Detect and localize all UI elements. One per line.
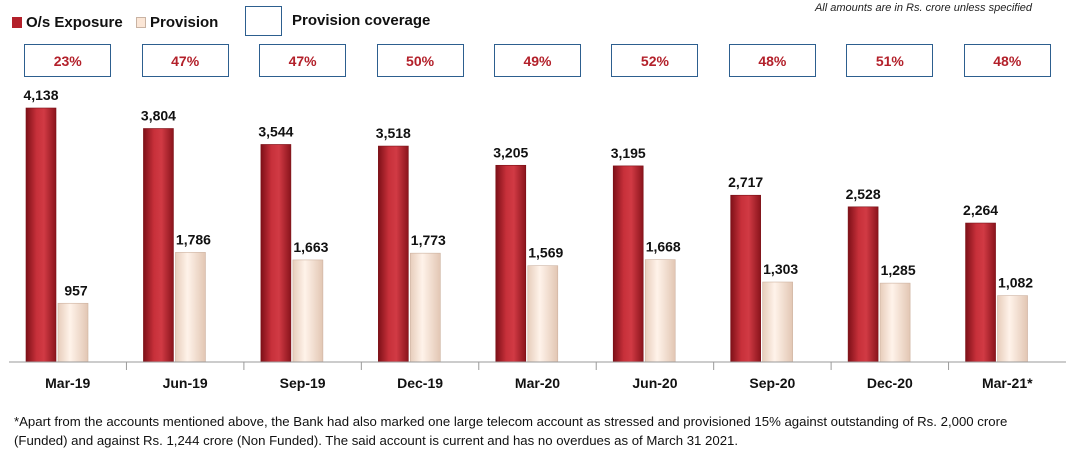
bar-provision — [879, 282, 911, 363]
bar-exposure — [965, 222, 996, 363]
data-label-provision: 1,569 — [528, 245, 563, 261]
x-tick-label: Mar-20 — [515, 375, 560, 391]
data-label-exposure: 3,804 — [141, 108, 176, 124]
provision-coverage-row: 23% 47% 47% 50% 49% 52% 48% 51% 48% — [0, 44, 1076, 80]
bar-exposure — [378, 145, 409, 363]
x-tick-label: Sep-19 — [280, 375, 326, 391]
legend-swatch-coverage — [245, 6, 282, 36]
data-label-exposure: 4,138 — [23, 87, 58, 103]
bar-exposure — [847, 206, 879, 363]
data-label-exposure: 3,518 — [376, 125, 411, 141]
bar-exposure — [730, 194, 761, 363]
coverage-box: 52% — [611, 44, 699, 77]
bar-exposure — [495, 164, 527, 363]
data-label-exposure: 2,528 — [846, 186, 881, 202]
units-note: All amounts are in Rs. crore unless spec… — [814, 2, 1032, 14]
x-tick-label: Dec-19 — [397, 375, 443, 391]
data-label-provision: 1,668 — [646, 239, 681, 255]
coverage-box: 47% — [259, 44, 347, 77]
coverage-box: 51% — [846, 44, 934, 77]
data-label-provision: 957 — [64, 282, 88, 298]
x-tick-label: Mar-21* — [982, 375, 1033, 391]
legend-item-coverage: Provision coverage — [292, 12, 430, 29]
data-label-provision: 1,786 — [176, 231, 211, 247]
data-label-exposure: 3,205 — [493, 144, 528, 160]
legend-label-coverage: Provision coverage — [292, 12, 431, 29]
legend-swatch-provision — [136, 17, 146, 28]
footnote: *Apart from the accounts mentioned above… — [14, 414, 1008, 448]
legend-swatch-exposure — [12, 17, 22, 28]
legend-label-provision: Provision — [150, 14, 219, 31]
data-label-provision: 1,082 — [998, 275, 1033, 291]
x-tick-label: Mar-19 — [45, 375, 90, 391]
coverage-box: 47% — [141, 44, 229, 77]
bar-provision — [527, 265, 559, 363]
x-tick-label: Sep-20 — [749, 375, 795, 391]
data-label-provision: 1,285 — [881, 262, 916, 278]
chart-legend: O/s Exposure Provision Provision coverag… — [0, 0, 1076, 50]
x-tick-label: Dec-20 — [867, 375, 913, 391]
x-axis: Mar-19 Jun-19 Sep-19 Dec-19 Mar-20 Jun-20 Sep-… — [9, 361, 1066, 391]
data-label-exposure: 3,195 — [611, 145, 646, 161]
coverage-box: 23% — [24, 44, 112, 77]
data-labels-layer: 4,138 957 3,804 1,786 3,544 1,663 3,518 1,773 3,… — [23, 87, 1033, 298]
bar-provision — [997, 295, 1028, 363]
coverage-box: 48% — [728, 44, 816, 77]
bar-provision — [57, 302, 89, 363]
bar-chart: 4,138 957 3,804 1,786 3,544 1,663 3,518 1,773 3,… — [9, 87, 1066, 391]
bar-exposure — [612, 165, 644, 363]
bar-provision — [292, 259, 324, 363]
legend-item-provision: Provision — [136, 14, 218, 31]
data-label-provision: 1,663 — [293, 239, 328, 255]
bar-provision — [175, 252, 206, 363]
data-label-exposure: 3,544 — [258, 123, 293, 139]
x-tick-label: Jun-19 — [163, 375, 208, 391]
data-label-provision: 1,773 — [411, 232, 446, 248]
bar-exposure — [260, 144, 292, 363]
bars-layer — [25, 107, 1028, 363]
bar-exposure — [25, 107, 57, 363]
legend-label-exposure: O/s Exposure — [26, 14, 123, 31]
bar-exposure — [143, 128, 174, 363]
legend-item-exposure: O/s Exposure — [12, 14, 123, 31]
bar-provision — [644, 259, 676, 363]
bar-provision — [762, 281, 793, 363]
data-label-exposure: 2,264 — [963, 202, 998, 218]
coverage-box: 49% — [494, 44, 581, 77]
bar-provision — [410, 252, 441, 363]
data-label-provision: 1,303 — [763, 261, 798, 277]
x-tick-label: Jun-20 — [632, 375, 677, 391]
coverage-box: 48% — [963, 44, 1051, 77]
data-label-exposure: 2,717 — [728, 174, 763, 190]
coverage-box: 50% — [376, 44, 464, 77]
